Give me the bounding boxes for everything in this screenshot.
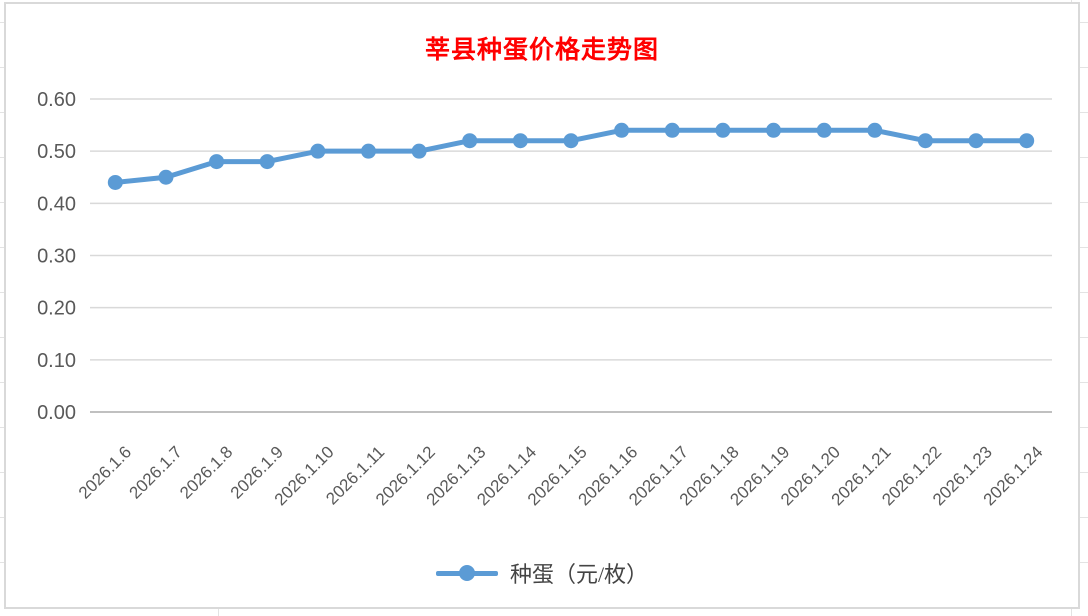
legend: 种蛋（元/枚） [6, 555, 1078, 591]
data-point-marker [107, 174, 123, 190]
data-point-marker [411, 143, 427, 159]
x-axis-tick-label: 2026.1.7 [126, 442, 186, 502]
legend-line-marker-icon [435, 564, 498, 582]
y-axis-tick-label: 0.30 [37, 246, 76, 268]
y-axis-tick-label: 0.20 [37, 298, 76, 320]
data-point-marker [1019, 133, 1035, 149]
data-point-marker [968, 133, 984, 149]
data-point-marker [917, 133, 933, 149]
data-point-marker [614, 122, 630, 138]
data-point-marker [816, 122, 832, 138]
spreadsheet-column-gridline [218, 608, 219, 616]
data-point-marker [867, 122, 883, 138]
data-point-marker [360, 143, 376, 159]
chart-area: 莘县种蛋价格走势图 0.00 0.10 0.20 0.30 0.40 0.50 0.60 20… [4, 2, 1080, 609]
plot-area: 0.000.100.200.300.400.500.602026.1.62026… [37, 89, 1052, 509]
data-point-marker [462, 133, 478, 149]
data-point-marker [158, 169, 174, 185]
y-axis-tick-label: 0.00 [37, 402, 76, 424]
data-point-marker [209, 154, 225, 170]
chart-title: 莘县种蛋价格走势图 [424, 37, 659, 64]
y-axis-tick-label: 0.40 [37, 193, 76, 215]
data-point-marker [563, 133, 579, 149]
data-point-marker [512, 133, 528, 149]
legend-series-label: 种蛋（元/枚） [509, 562, 649, 587]
data-point-marker [259, 154, 275, 170]
x-axis-tick-label: 2026.1.8 [176, 442, 236, 502]
y-axis-tick-label: 0.50 [37, 141, 76, 163]
data-point-marker [664, 122, 680, 138]
legend-dot-icon [458, 565, 475, 581]
data-point-marker [715, 122, 731, 138]
y-axis-tick-label: 0.60 [37, 89, 76, 111]
data-point-marker [766, 122, 782, 138]
data-point-marker [310, 143, 326, 159]
y-axis-tick-label: 0.10 [37, 350, 76, 372]
x-axis-tick-label: 2026.1.6 [75, 442, 135, 502]
